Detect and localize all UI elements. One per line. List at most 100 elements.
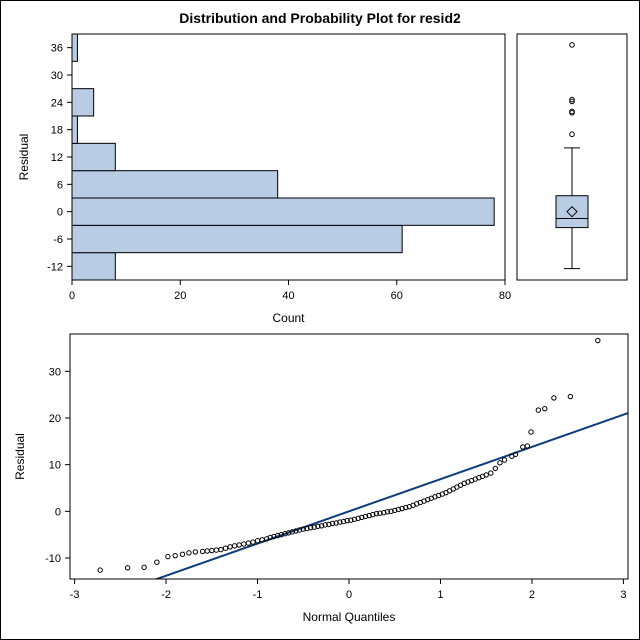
y-tick-label: 36 xyxy=(51,43,63,55)
qq-point xyxy=(318,523,325,529)
chart-title: Distribution and Probability Plot for re… xyxy=(179,10,461,26)
qq-point xyxy=(254,538,261,544)
qq-point xyxy=(165,553,171,560)
qq-point xyxy=(512,451,519,458)
qq-point xyxy=(326,521,332,528)
qq-point xyxy=(373,510,380,517)
qq-point xyxy=(388,508,394,515)
boxplot-outlier xyxy=(569,108,575,115)
qq-point xyxy=(492,465,499,472)
qq-point xyxy=(535,407,542,413)
qq-point xyxy=(154,559,160,565)
qq-point xyxy=(311,524,317,530)
qq-point xyxy=(274,532,281,539)
boxplot-outlier xyxy=(569,131,575,138)
qq-point xyxy=(366,512,372,519)
qq-point xyxy=(300,526,306,532)
qq-point xyxy=(329,520,336,527)
qq-point xyxy=(395,506,402,513)
qq-x-tick-label: -1 xyxy=(253,589,263,601)
qq-frame xyxy=(69,333,629,580)
qq-point xyxy=(222,545,229,551)
qq-point xyxy=(209,547,215,554)
y-tick-label: -12 xyxy=(47,261,63,273)
qq-point xyxy=(567,393,574,400)
qq-point xyxy=(213,547,220,553)
qq-y-tick-label: 10 xyxy=(49,460,61,472)
qq-point xyxy=(384,509,391,515)
y-tick-label: 24 xyxy=(51,97,63,109)
qq-point xyxy=(315,523,321,529)
qq-point xyxy=(250,539,256,545)
qq-x-tick-label: 3 xyxy=(620,589,626,601)
histogram-bar xyxy=(71,224,403,254)
histogram-bar xyxy=(71,170,279,199)
histogram-bar xyxy=(71,197,495,226)
qq-x-tick-label: 0 xyxy=(346,589,352,601)
y-tick-label: 0 xyxy=(57,207,63,219)
qq-point xyxy=(362,513,369,520)
boxplot-frame xyxy=(516,33,628,281)
boxplot-mean-marker xyxy=(566,205,578,218)
qq-point xyxy=(245,540,252,546)
qq-point xyxy=(241,541,247,547)
qq-y-tick-label: 0 xyxy=(55,506,61,518)
qq-point xyxy=(307,524,314,531)
histogram-bar xyxy=(71,115,78,144)
qq-point xyxy=(348,517,354,523)
x-tick-label: 0 xyxy=(69,290,75,302)
x-tick-label: 80 xyxy=(499,290,511,302)
y-tick-label: 6 xyxy=(57,179,63,191)
qq-point xyxy=(488,470,494,476)
x-tick-label: 20 xyxy=(174,290,186,302)
qq-x-axis-label: Normal Quantiles xyxy=(303,610,396,624)
histogram-bar xyxy=(71,88,95,117)
y-tick-label: 12 xyxy=(51,152,63,164)
qq-point xyxy=(296,527,303,533)
histogram-bar xyxy=(71,252,116,281)
qq-y-tick-label: -10 xyxy=(45,553,61,565)
qq-point xyxy=(483,472,489,478)
qq-point xyxy=(124,565,131,571)
qq-point xyxy=(377,510,383,516)
y-tick-label: 30 xyxy=(51,70,63,82)
qq-point xyxy=(370,511,376,518)
qq-point xyxy=(322,522,328,528)
qq-x-tick-label: -2 xyxy=(161,589,171,601)
qq-point xyxy=(344,517,350,524)
qq-point xyxy=(293,528,299,534)
qq-point xyxy=(289,529,295,535)
qq-reference-line xyxy=(153,412,628,579)
histogram-bar xyxy=(71,33,78,62)
qq-point xyxy=(186,550,192,556)
x-tick-label: 60 xyxy=(391,290,403,302)
qq-point xyxy=(199,548,206,555)
qq-point xyxy=(520,444,526,450)
histogram-y-axis-label: Residual xyxy=(17,134,31,181)
boxplot-outlier xyxy=(569,42,575,48)
qq-point xyxy=(227,544,233,550)
qq-point xyxy=(399,505,405,512)
qq-y-axis-label: Residual xyxy=(13,433,27,480)
x-tick-label: 40 xyxy=(282,290,294,302)
qq-point xyxy=(392,507,398,514)
qq-point xyxy=(359,514,365,521)
qq-point xyxy=(551,395,557,401)
qq-point xyxy=(141,564,147,571)
boxplot-outlier xyxy=(569,96,575,103)
qq-point xyxy=(351,516,358,522)
qq-y-tick-label: 30 xyxy=(49,366,61,378)
qq-point xyxy=(172,552,178,559)
qq-x-tick-label: -3 xyxy=(70,589,80,601)
qq-point xyxy=(231,543,238,549)
qq-point xyxy=(595,337,601,344)
qq-point xyxy=(528,429,534,435)
qq-point xyxy=(497,460,503,466)
qq-point xyxy=(333,520,339,526)
qq-point xyxy=(278,531,285,538)
qq-point xyxy=(282,531,288,537)
qq-y-tick-label: 20 xyxy=(49,413,61,425)
qq-x-tick-label: 2 xyxy=(529,589,535,601)
